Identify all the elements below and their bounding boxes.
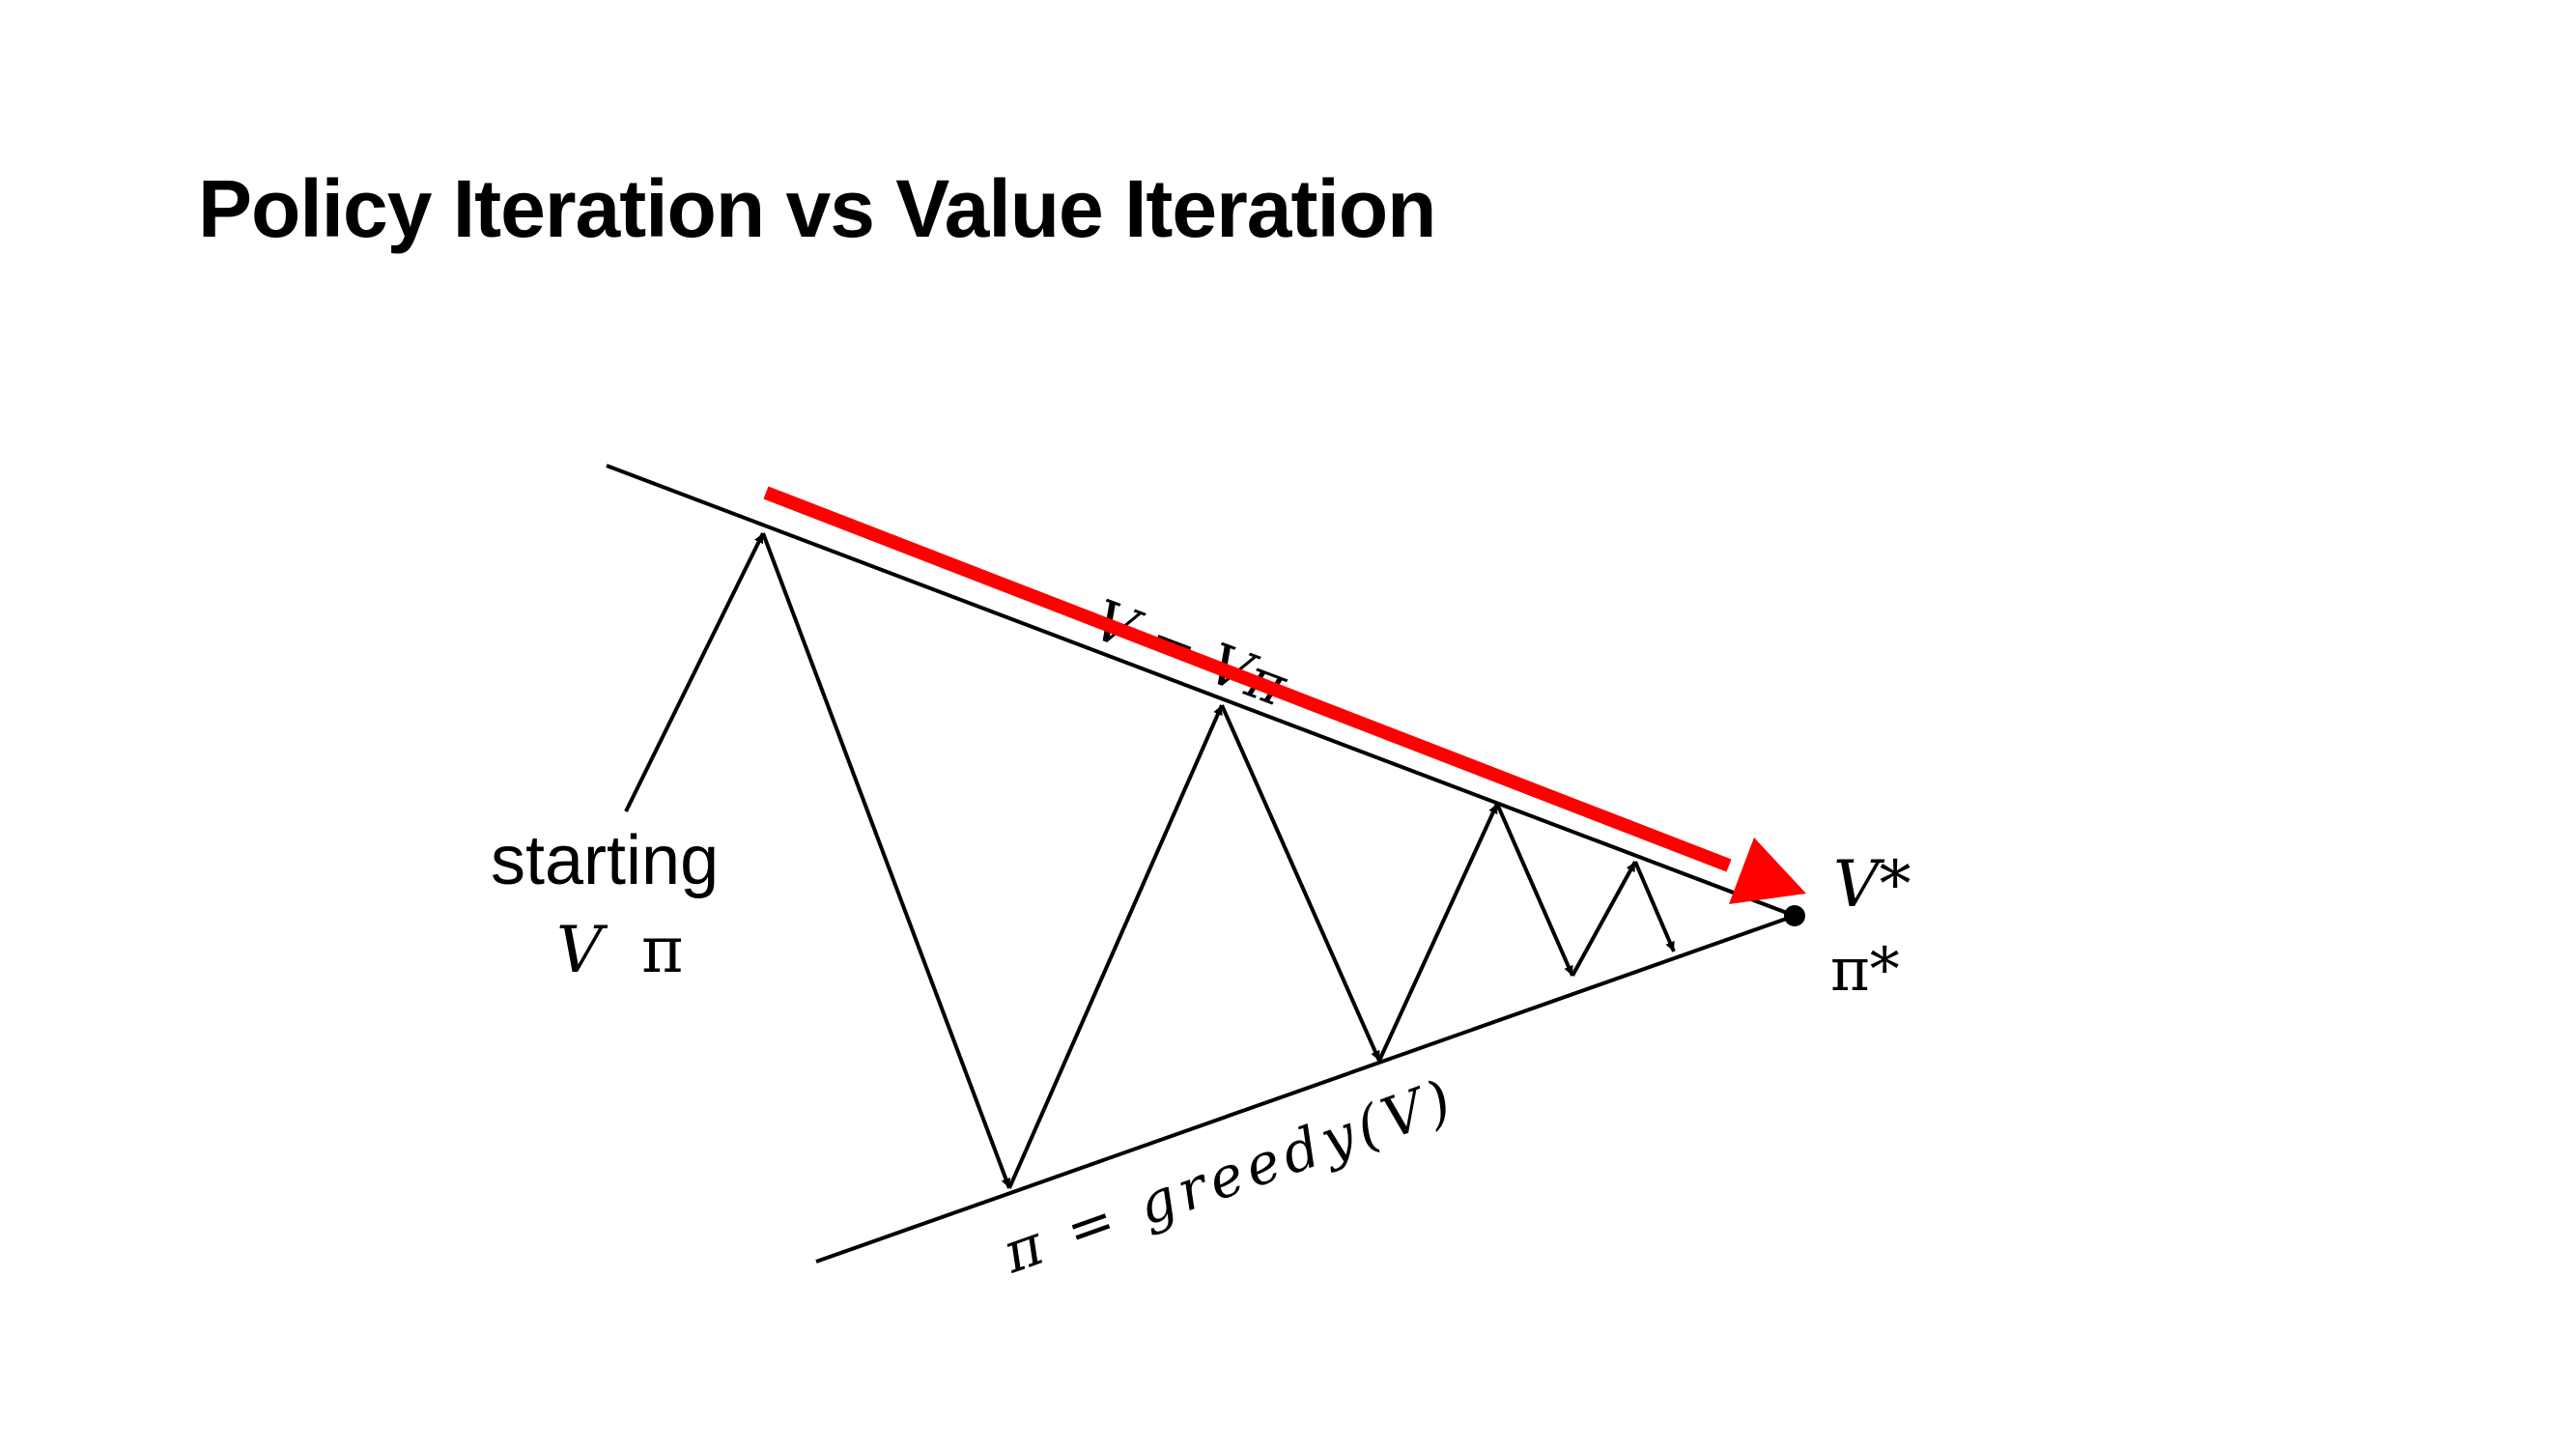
evaluation-arrow-2: [1220, 704, 1381, 1062]
starting-pi-label: π: [641, 913, 683, 987]
optimal-point: [1784, 905, 1805, 926]
optimal-v-label: V*: [1833, 847, 1911, 922]
improvement-arrow-3: [1571, 861, 1637, 977]
evaluation-arrow-4: [1633, 861, 1676, 952]
value-function-line: [606, 464, 1796, 918]
value-iteration-arrowhead: [1729, 838, 1806, 904]
optimal-pi-label: π*: [1830, 934, 1900, 1005]
starting-v-label: V: [556, 913, 609, 987]
start-arrow: [624, 532, 765, 812]
evaluation-arrow-3: [1495, 803, 1574, 977]
starting-label: starting: [491, 822, 719, 899]
evaluation-arrow-1: [761, 532, 1011, 1189]
improvement-arrow-2: [1377, 803, 1499, 1062]
greedy-policy-line: [815, 914, 1796, 1264]
slide-title: Policy Iteration vs Value Iteration: [198, 163, 1436, 254]
value-iteration-arrow-shaft: [763, 486, 1732, 872]
improvement-arrow-1: [1007, 704, 1224, 1189]
